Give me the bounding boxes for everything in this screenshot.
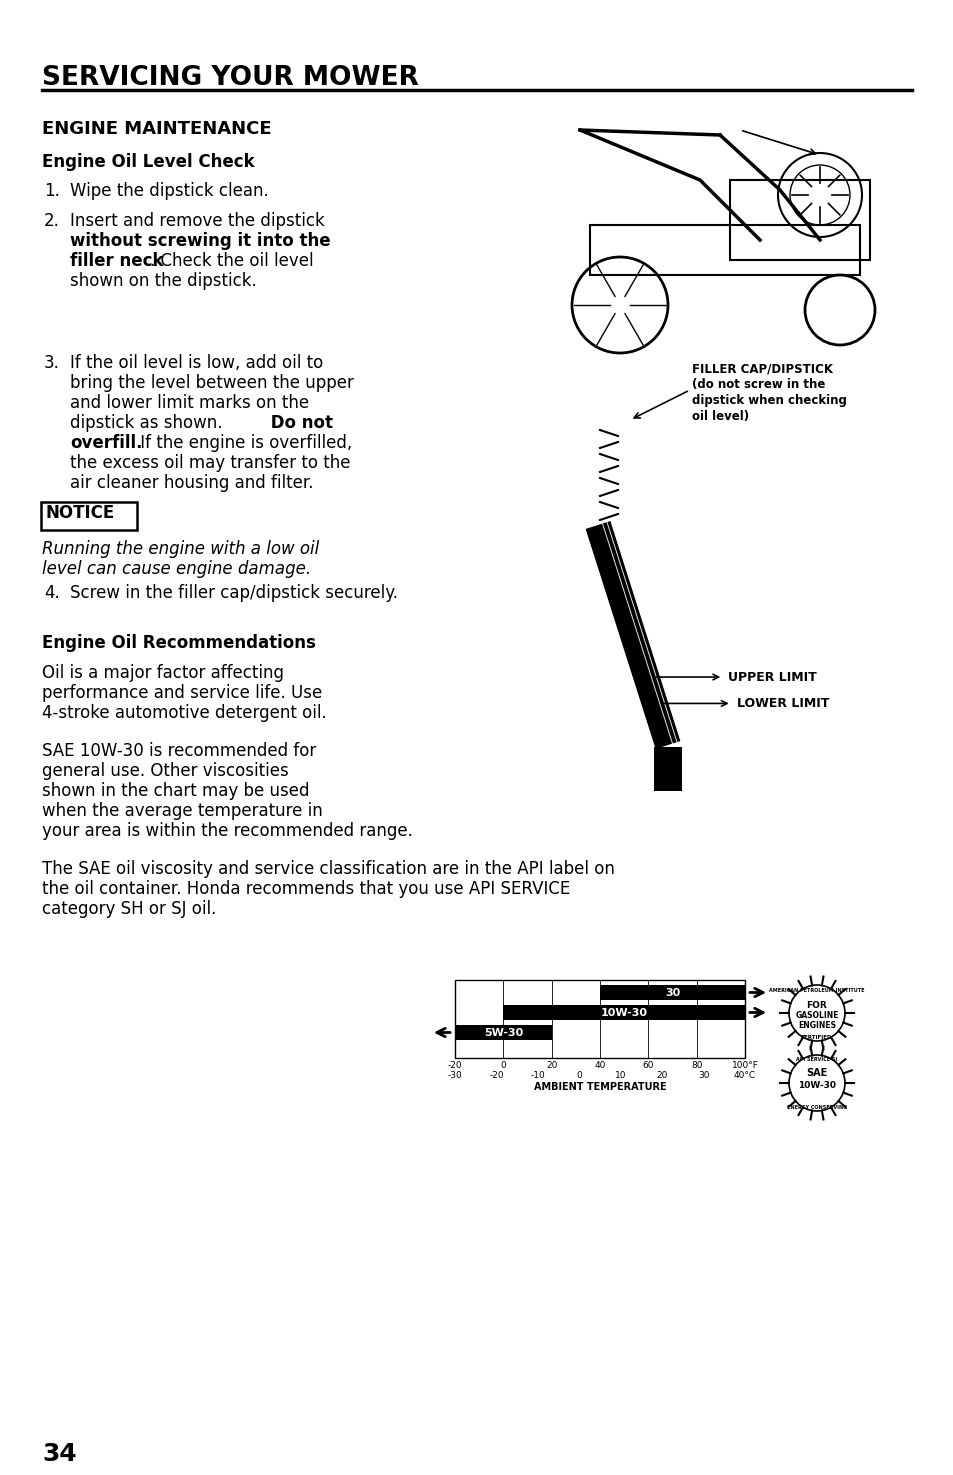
Bar	[589, 226, 859, 274]
Text: GASOLINE: GASOLINE	[795, 1010, 838, 1019]
Text: -20: -20	[489, 1071, 503, 1080]
Text: NOTICE: NOTICE	[46, 504, 115, 522]
Text: your area is within the recommended range.: your area is within the recommended rang…	[42, 822, 413, 839]
Text: 34: 34	[42, 1443, 76, 1466]
Text: If the engine is overfilled,: If the engine is overfilled,	[135, 434, 352, 451]
Text: AMERICAN PETROLEUM INSTITUTE: AMERICAN PETROLEUM INSTITUTE	[768, 988, 863, 993]
Text: SAE: SAE	[805, 1068, 827, 1078]
Text: Insert and remove the dipstick: Insert and remove the dipstick	[70, 212, 324, 230]
Text: and lower limit marks on the: and lower limit marks on the	[70, 394, 309, 412]
Text: bring the level between the upper: bring the level between the upper	[70, 375, 354, 392]
Text: 0: 0	[576, 1071, 581, 1080]
Text: 40: 40	[594, 1061, 605, 1069]
Text: oil level): oil level)	[691, 410, 748, 423]
Bar	[503, 1004, 744, 1021]
Circle shape	[788, 985, 844, 1041]
Text: 80: 80	[690, 1061, 701, 1069]
Bar	[654, 746, 681, 791]
Text: shown on the dipstick.: shown on the dipstick.	[70, 271, 256, 291]
Text: Do not: Do not	[265, 414, 333, 432]
Text: Wipe the dipstick clean.: Wipe the dipstick clean.	[70, 181, 269, 201]
Polygon shape	[585, 521, 679, 749]
Text: -30: -30	[447, 1071, 462, 1080]
Text: 20: 20	[545, 1061, 557, 1069]
Text: 100°F: 100°F	[731, 1061, 758, 1069]
Text: 20: 20	[656, 1071, 667, 1080]
Text: performance and service life. Use: performance and service life. Use	[42, 684, 322, 702]
Text: . Check the oil level: . Check the oil level	[150, 252, 314, 270]
Text: shown in the chart may be used: shown in the chart may be used	[42, 782, 309, 799]
Text: 40°C: 40°C	[733, 1071, 756, 1080]
Text: Oil is a major factor affecting: Oil is a major factor affecting	[42, 664, 284, 681]
Text: The SAE oil viscosity and service classification are in the API label on: The SAE oil viscosity and service classi…	[42, 860, 615, 878]
Text: 10W-30: 10W-30	[797, 1081, 835, 1090]
Text: ENERGY CONSERVING: ENERGY CONSERVING	[786, 1105, 846, 1111]
Text: air cleaner housing and filter.: air cleaner housing and filter.	[70, 473, 314, 493]
Text: 5W-30: 5W-30	[483, 1028, 522, 1037]
Bar	[41, 502, 137, 530]
Bar	[599, 985, 744, 1000]
Text: 4-stroke automotive detergent oil.: 4-stroke automotive detergent oil.	[42, 704, 327, 721]
Text: 3.: 3.	[44, 354, 60, 372]
Text: filler neck: filler neck	[70, 252, 163, 270]
Text: -20: -20	[447, 1061, 462, 1069]
Text: If the oil level is low, add oil to: If the oil level is low, add oil to	[70, 354, 323, 372]
Circle shape	[788, 1055, 844, 1111]
Text: 30: 30	[697, 1071, 709, 1080]
Text: Screw in the filler cap/dipstick securely.: Screw in the filler cap/dipstick securel…	[70, 584, 397, 602]
Bar	[729, 180, 869, 260]
Text: Engine Oil Recommendations: Engine Oil Recommendations	[42, 634, 315, 652]
Text: Engine Oil Level Check: Engine Oil Level Check	[42, 153, 254, 171]
Text: 4.: 4.	[44, 584, 60, 602]
Text: API SERVICE SJ: API SERVICE SJ	[796, 1058, 837, 1062]
Text: when the average temperature in: when the average temperature in	[42, 802, 322, 820]
Bar	[455, 979, 744, 1058]
Text: general use. Other viscosities: general use. Other viscosities	[42, 763, 289, 780]
Text: ENGINE MAINTENANCE: ENGINE MAINTENANCE	[42, 119, 272, 139]
Text: AMBIENT TEMPERATURE: AMBIENT TEMPERATURE	[533, 1083, 665, 1092]
Text: dipstick when checking: dipstick when checking	[691, 394, 846, 407]
Text: FOR: FOR	[806, 1000, 826, 1009]
Text: Running the engine with a low oil: Running the engine with a low oil	[42, 540, 319, 558]
Text: FILLER CAP/DIPSTICK: FILLER CAP/DIPSTICK	[691, 361, 832, 375]
Text: LOWER LIMIT: LOWER LIMIT	[736, 696, 828, 709]
Text: CERTIFIED: CERTIFIED	[801, 1035, 832, 1040]
Text: dipstick as shown.: dipstick as shown.	[70, 414, 222, 432]
Text: category SH or SJ oil.: category SH or SJ oil.	[42, 900, 216, 917]
Text: UPPER LIMIT: UPPER LIMIT	[727, 671, 816, 683]
Text: 10W-30: 10W-30	[600, 1007, 647, 1018]
Text: the excess oil may transfer to the: the excess oil may transfer to the	[70, 454, 350, 472]
Text: level can cause engine damage.: level can cause engine damage.	[42, 560, 311, 578]
Text: SAE 10W-30 is recommended for: SAE 10W-30 is recommended for	[42, 742, 315, 760]
Text: 10: 10	[615, 1071, 626, 1080]
Text: 60: 60	[642, 1061, 654, 1069]
Text: SERVICING YOUR MOWER: SERVICING YOUR MOWER	[42, 65, 418, 91]
Bar	[455, 1025, 551, 1040]
Text: -10: -10	[530, 1071, 545, 1080]
Text: ENGINES: ENGINES	[797, 1021, 835, 1030]
Text: 0: 0	[500, 1061, 506, 1069]
Text: (do not screw in the: (do not screw in the	[691, 378, 824, 391]
Text: 1.: 1.	[44, 181, 60, 201]
Text: 30: 30	[664, 987, 679, 997]
Text: 2.: 2.	[44, 212, 60, 230]
Text: without screwing it into the: without screwing it into the	[70, 232, 331, 249]
Text: overfill.: overfill.	[70, 434, 142, 451]
Text: the oil container. Honda recommends that you use API SERVICE: the oil container. Honda recommends that…	[42, 881, 570, 898]
